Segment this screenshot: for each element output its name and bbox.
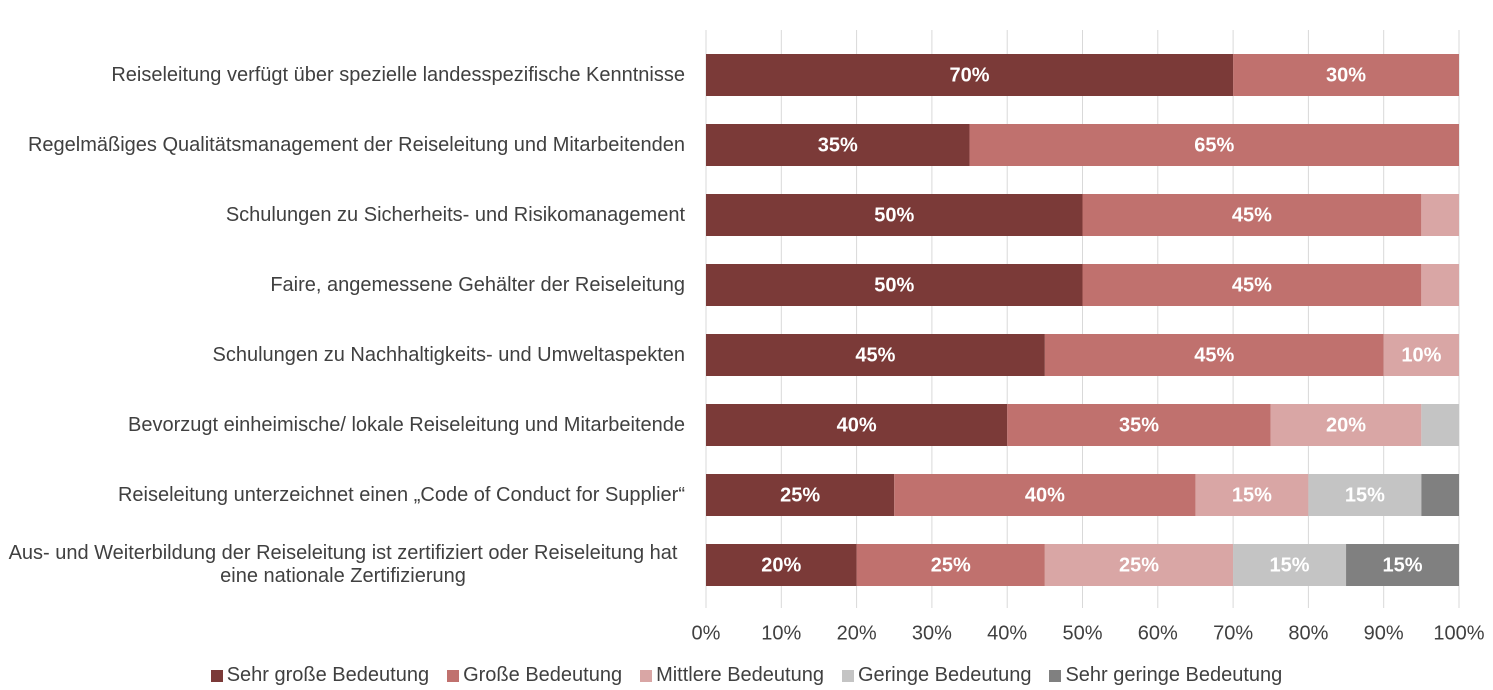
data-label: 15% [1383, 554, 1423, 576]
bar-segment [1233, 54, 1459, 96]
x-tick-label: 20% [837, 622, 877, 644]
bar-segment [1346, 544, 1459, 586]
bar-segment [706, 334, 1045, 376]
legend-swatch [1049, 669, 1062, 682]
category-label: Regelmäßiges Qualitätsmanagement der Rei… [0, 110, 685, 180]
legend-swatch [841, 669, 854, 682]
x-tick-label: 90% [1364, 622, 1404, 644]
x-tick-label: 70% [1213, 622, 1253, 644]
bar-segment [856, 544, 1045, 586]
bar-segment [1421, 404, 1459, 446]
bar-segment [706, 474, 895, 516]
data-label: 30% [1326, 64, 1366, 86]
data-label: 15% [1270, 554, 1310, 576]
x-tick-label: 0% [692, 622, 721, 644]
legend: Sehr große Bedeutung Große Bedeutung Mittl… [0, 664, 1493, 687]
data-label: 45% [1194, 344, 1234, 366]
category-label: Reiseleitung unterzeichnet einen „Code o… [0, 460, 685, 530]
x-tick-label: 40% [987, 622, 1027, 644]
category-label: Schulungen zu Nachhaltigkeits- und Umwel… [0, 320, 686, 390]
data-label: 40% [837, 414, 877, 436]
data-label: 35% [1119, 414, 1159, 436]
bar-segment [1233, 544, 1347, 586]
data-label: 70% [950, 64, 990, 86]
legend-item: Geringe Bedeutung [841, 664, 1032, 687]
legend-label: Große Bedeutung [463, 664, 623, 686]
category-label: Schulungen zu Sicherheits- und Risikoman… [0, 180, 685, 250]
category-text: Aus- und Weiterbildung der Reiseleitung … [8, 542, 678, 587]
bar-segment [1082, 264, 1422, 306]
bar-segment [1270, 404, 1422, 446]
data-label: 65% [1194, 134, 1234, 156]
legend-label: Sehr geringe Bedeutung [1065, 664, 1283, 686]
bar-segment [1421, 474, 1459, 516]
x-tick-label: 60% [1138, 622, 1178, 644]
category-label: Reiseleitung verfügt über spezielle land… [0, 40, 685, 110]
legend-label: Geringe Bedeutung [857, 664, 1032, 686]
x-tick-label: 100% [1433, 622, 1484, 644]
data-label: 45% [1232, 274, 1272, 296]
category-label: Aus- und Weiterbildung der Reiseleitung … [0, 530, 685, 600]
category-label: Faire, angemessene Gehälter der Reiselei… [0, 250, 685, 320]
data-label: 50% [874, 274, 914, 296]
legend-swatch [210, 669, 223, 682]
bar-segment [1308, 474, 1422, 516]
bar-segment [894, 474, 1196, 516]
data-label: 35% [818, 134, 858, 156]
bar-segment [706, 124, 970, 166]
legend-swatch [640, 669, 653, 682]
category-text: Reiseleitung unterzeichnet einen „Code o… [117, 483, 685, 506]
data-label: 40% [1025, 484, 1065, 506]
bar-segment [706, 544, 857, 586]
legend-label: Mittlere Bedeutung [656, 664, 824, 686]
category-text: Schulungen zu Sicherheits- und Risikoman… [225, 203, 685, 226]
data-label: 25% [1119, 554, 1159, 576]
bar-segment [969, 124, 1459, 166]
x-tick-label: 50% [1062, 622, 1102, 644]
bar-segment [1195, 474, 1309, 516]
bar-segment [1044, 334, 1384, 376]
x-tick-label: 80% [1288, 622, 1328, 644]
data-label: 10% [1401, 344, 1441, 366]
data-label: 20% [761, 554, 801, 576]
bar-segment [1421, 194, 1459, 236]
bar-segment [1044, 544, 1234, 586]
data-label: 45% [1232, 204, 1272, 226]
data-label: 25% [780, 484, 820, 506]
category-text: Schulungen zu Nachhaltigkeits- und Umwel… [212, 343, 686, 366]
data-label: 15% [1232, 484, 1272, 506]
bar-segment [1007, 404, 1271, 446]
x-tick-label: 10% [761, 622, 801, 644]
legend-item: Mittlere Bedeutung [640, 664, 824, 687]
category-text: Faire, angemessene Gehälter der Reiselei… [270, 273, 685, 296]
category-text: Reiseleitung verfügt über spezielle land… [111, 63, 685, 86]
data-label: 20% [1326, 414, 1366, 436]
data-label: 15% [1345, 484, 1385, 506]
bar-segment [1383, 334, 1459, 376]
legend-swatch [447, 669, 460, 682]
bar-segment [706, 404, 1008, 446]
bar-segment [706, 194, 1083, 236]
legend-item: Große Bedeutung [447, 664, 622, 687]
data-label: 45% [855, 344, 895, 366]
x-tick-label: 30% [912, 622, 952, 644]
category-text: Bevorzugt einheimische/ lokale Reiseleit… [128, 413, 685, 436]
bar-segment [1082, 194, 1422, 236]
legend-item: Sehr geringe Bedeutung [1049, 664, 1282, 687]
data-label: 50% [874, 204, 914, 226]
data-label: 25% [931, 554, 971, 576]
category-label: Bevorzugt einheimische/ lokale Reiseleit… [0, 390, 685, 460]
bar-segment [1421, 264, 1459, 306]
category-text: Regelmäßiges Qualitätsmanagement der Rei… [27, 133, 685, 156]
legend-label: Sehr große Bedeutung [226, 664, 430, 686]
legend-item: Sehr große Bedeutung [210, 664, 430, 687]
bar-segment [706, 264, 1083, 306]
bar-segment [706, 54, 1234, 96]
